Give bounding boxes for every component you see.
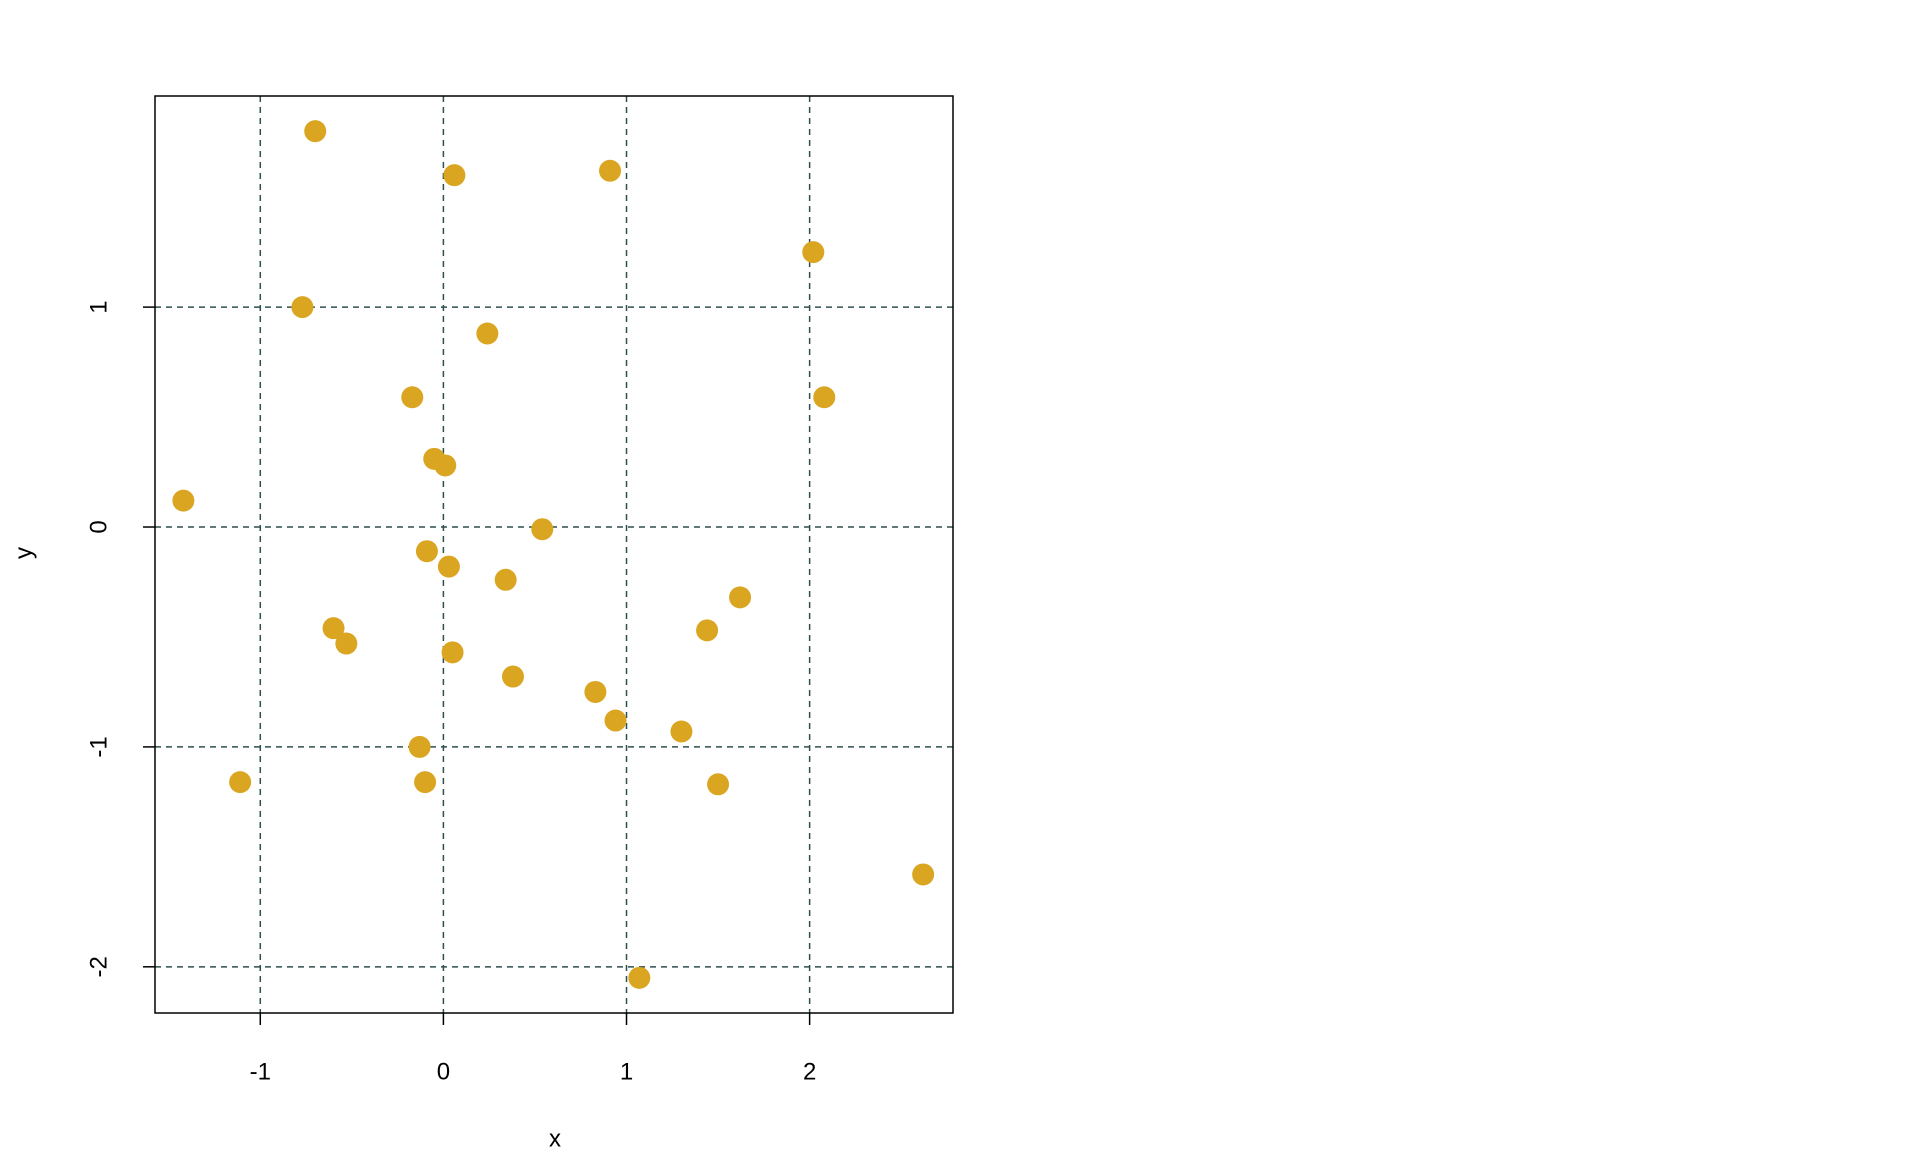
point xyxy=(434,454,457,477)
point xyxy=(443,164,466,187)
point xyxy=(408,735,431,758)
point xyxy=(501,665,524,688)
point xyxy=(172,489,195,512)
x-tick-label: -1 xyxy=(250,1058,271,1085)
point xyxy=(335,632,358,655)
point xyxy=(696,619,719,642)
point xyxy=(912,863,935,886)
point xyxy=(322,617,345,640)
y-tick-label: 0 xyxy=(85,520,112,533)
x-tick-label: 2 xyxy=(803,1058,816,1085)
point xyxy=(729,586,752,609)
point xyxy=(813,386,836,409)
point xyxy=(415,540,438,563)
x-tick-label: 0 xyxy=(437,1058,450,1085)
point xyxy=(229,771,252,794)
y-tick-label: -1 xyxy=(85,736,112,757)
x-tick-label: 1 xyxy=(620,1058,633,1085)
point xyxy=(291,296,314,319)
point xyxy=(628,966,651,989)
point xyxy=(476,322,499,345)
point xyxy=(599,159,622,182)
y-axis-label: y xyxy=(10,547,37,559)
plot-frame xyxy=(154,95,954,1014)
point xyxy=(802,241,825,264)
point xyxy=(670,720,693,743)
point xyxy=(441,641,464,664)
point xyxy=(414,771,437,794)
point xyxy=(707,773,730,796)
point xyxy=(604,709,627,732)
point xyxy=(531,518,554,541)
point xyxy=(304,120,327,143)
point xyxy=(401,386,424,409)
y-tick-label: 1 xyxy=(85,300,112,313)
point xyxy=(584,680,607,703)
point xyxy=(437,555,460,578)
point xyxy=(494,568,517,591)
y-tick-label: -2 xyxy=(85,956,112,977)
x-axis-label: x xyxy=(549,1125,561,1152)
